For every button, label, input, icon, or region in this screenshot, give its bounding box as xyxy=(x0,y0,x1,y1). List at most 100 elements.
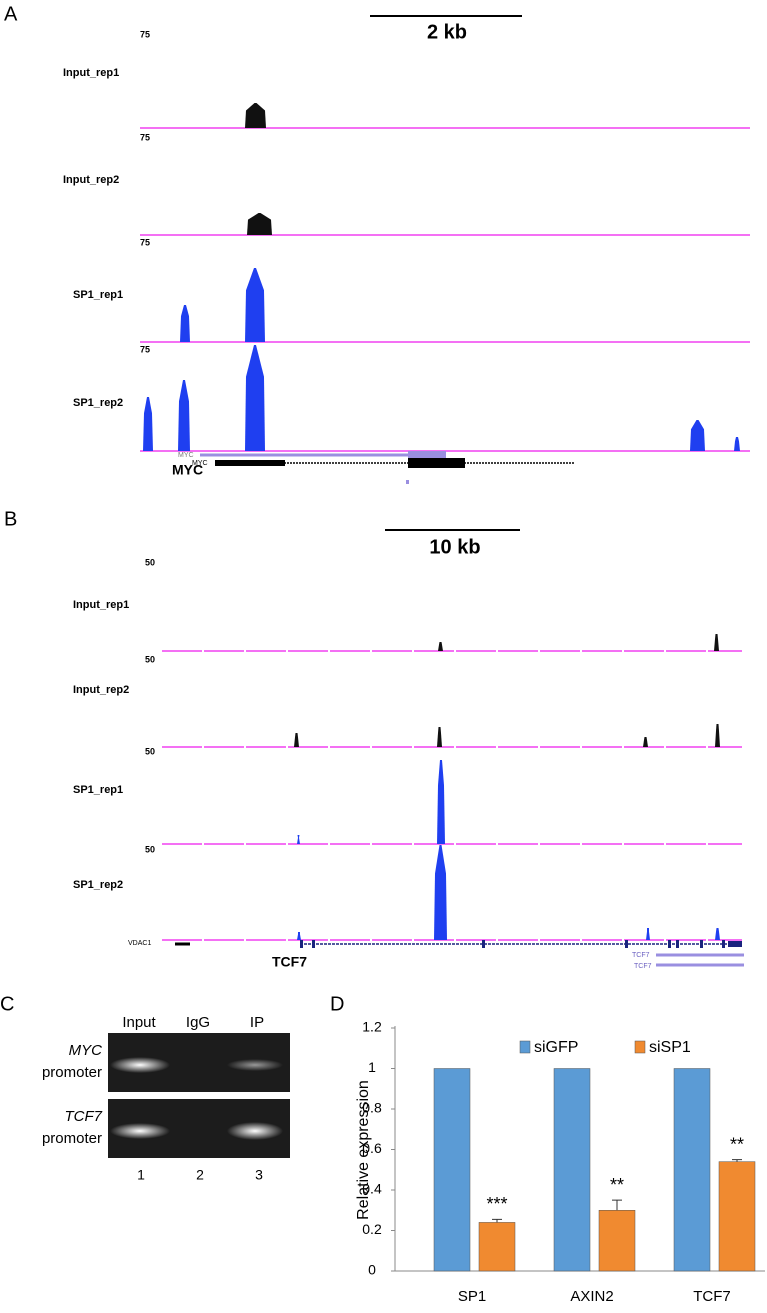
signal-peak xyxy=(714,634,719,651)
signal-peak xyxy=(143,397,153,451)
y-tick-label: 1.2 xyxy=(362,1019,382,1035)
x-tick-label: SP1 xyxy=(458,1288,486,1305)
signal-peak xyxy=(245,345,265,451)
track-label: SP1_rep2 xyxy=(73,397,123,409)
signal-peak xyxy=(245,268,265,342)
signal-peak xyxy=(437,760,445,844)
exon xyxy=(700,940,703,948)
signal-peak xyxy=(437,727,442,747)
signal-peak xyxy=(247,213,272,235)
y-tick-label: 0.8 xyxy=(362,1100,382,1116)
significance: ** xyxy=(730,1134,744,1154)
gene-name: TCF7 xyxy=(272,954,307,970)
legend-label: siGFP xyxy=(534,1039,578,1056)
bar xyxy=(598,1210,636,1272)
gene-label: TCF7 xyxy=(634,963,652,970)
x-tick-label: TCF7 xyxy=(693,1288,731,1305)
bar xyxy=(433,1068,471,1272)
exon xyxy=(300,940,303,948)
signal-peak xyxy=(178,380,190,451)
track-label: Input_rep1 xyxy=(73,599,129,611)
track-label: Input_rep2 xyxy=(63,174,119,186)
gel-band xyxy=(110,1123,170,1139)
legend-label: siSP1 xyxy=(649,1039,691,1056)
track-label: Input_rep2 xyxy=(73,684,129,696)
track-label: Input_rep1 xyxy=(63,67,119,79)
lane-number: 1 xyxy=(137,1167,145,1183)
error-bar xyxy=(612,1199,622,1211)
exon xyxy=(312,940,315,948)
y-tick-label: 1 xyxy=(368,1059,376,1075)
panel-letter: B xyxy=(4,508,17,530)
lane-header: Input xyxy=(122,1014,156,1031)
panel-letter: D xyxy=(330,993,344,1015)
exon xyxy=(625,940,628,948)
track-max: 50 xyxy=(145,557,155,567)
error-bar xyxy=(732,1159,742,1162)
signal-peak xyxy=(646,928,650,940)
exon xyxy=(215,460,285,466)
scale-label: 10 kb xyxy=(429,536,480,558)
signal-peak xyxy=(715,724,720,747)
exon xyxy=(668,940,671,948)
legend-swatch xyxy=(634,1040,646,1054)
signal-peak xyxy=(734,437,740,451)
signal-peak xyxy=(297,932,301,940)
track-max: 75 xyxy=(140,132,150,142)
legend-swatch xyxy=(519,1040,531,1054)
bar xyxy=(553,1068,591,1272)
gel-band xyxy=(227,1059,283,1071)
signal-peak xyxy=(715,928,720,940)
panel-letter: A xyxy=(4,3,18,25)
exon xyxy=(722,940,725,948)
bar xyxy=(478,1222,516,1272)
track-max: 50 xyxy=(145,654,155,664)
signal-peak xyxy=(294,733,299,747)
exon xyxy=(482,940,485,948)
gene-label: MYC xyxy=(192,460,208,467)
y-tick-label: 0.6 xyxy=(362,1140,382,1156)
lane-number: 2 xyxy=(196,1167,204,1183)
significance: ** xyxy=(610,1175,624,1195)
track-label: SP1_rep1 xyxy=(73,289,123,301)
signal-peak xyxy=(297,835,300,844)
row-gene: MYC xyxy=(69,1042,103,1059)
y-tick-label: 0.2 xyxy=(362,1221,382,1237)
track-label: SP1_rep1 xyxy=(73,784,123,796)
bar xyxy=(718,1161,756,1272)
gene-name: MYC xyxy=(172,462,203,478)
significance: *** xyxy=(486,1194,507,1214)
signal-peak xyxy=(438,642,443,651)
signal-peak xyxy=(180,305,190,342)
exon xyxy=(408,451,446,459)
lane-header: IP xyxy=(250,1014,264,1031)
track-max: 75 xyxy=(140,29,150,39)
row-gene: TCF7 xyxy=(65,1108,103,1125)
error-bar xyxy=(492,1218,502,1223)
gel-band xyxy=(227,1122,283,1140)
row-suffix: promoter xyxy=(42,1064,102,1081)
panel-letter: C xyxy=(0,993,14,1015)
lane-number: 3 xyxy=(255,1167,263,1183)
row-suffix: promoter xyxy=(42,1130,102,1147)
signal-peak xyxy=(245,103,266,128)
scale-label: 2 kb xyxy=(427,21,467,43)
bar xyxy=(673,1068,711,1272)
lane-header: IgG xyxy=(186,1014,210,1031)
gene-label: VDAC1 xyxy=(128,940,151,947)
exon xyxy=(408,458,465,468)
gene-label: MYC xyxy=(178,452,194,459)
exon xyxy=(676,940,679,948)
y-tick-label: 0.4 xyxy=(362,1181,382,1197)
exon xyxy=(728,941,742,947)
gene-label: TCF7 xyxy=(632,952,650,959)
gel-band xyxy=(110,1057,170,1073)
track-max: 75 xyxy=(140,344,150,354)
x-tick-label: AXIN2 xyxy=(570,1288,613,1305)
exon xyxy=(406,480,409,484)
track-label: SP1_rep2 xyxy=(73,879,123,891)
signal-peak xyxy=(690,420,705,451)
y-axis-label: Relative expression xyxy=(355,1080,372,1220)
track-max: 75 xyxy=(140,237,150,247)
